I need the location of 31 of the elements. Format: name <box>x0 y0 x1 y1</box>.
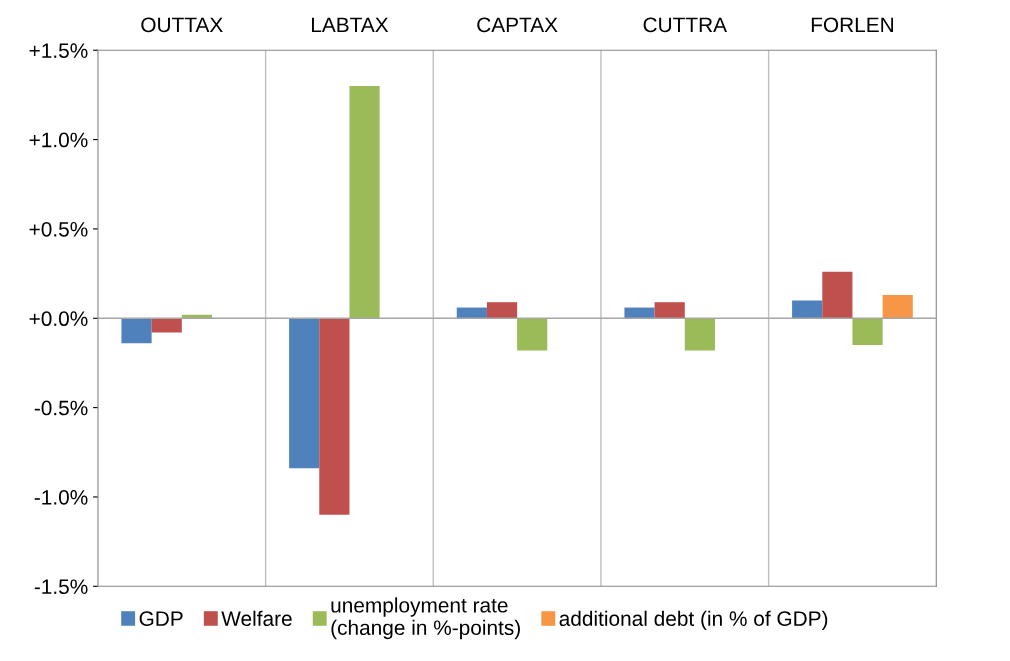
bar <box>151 318 182 333</box>
y-tick-label: +0.5% <box>29 221 88 237</box>
x-tick-label: CAPTAX <box>477 17 558 33</box>
x-tick-label: LABTAX <box>311 17 389 33</box>
bar <box>882 295 913 319</box>
bar <box>624 307 655 319</box>
bar <box>349 85 380 319</box>
x-tick-label: FORLEN <box>811 17 893 33</box>
x-tick-label: OUTTAX <box>141 17 223 33</box>
bar <box>517 318 548 351</box>
bar <box>654 302 685 319</box>
y-tick-label: +0.0% <box>29 311 88 327</box>
bar <box>792 300 823 319</box>
bar <box>822 271 853 319</box>
bar <box>486 302 518 319</box>
y-tick-label: -1.0% <box>34 489 88 505</box>
legend-label: additional debt (in % of GDP) <box>559 610 828 631</box>
legend-label: Welfare <box>221 610 292 626</box>
y-tick-label: +1.5% <box>29 43 88 58</box>
bar <box>684 318 715 351</box>
bar <box>319 318 350 515</box>
bar <box>289 318 320 469</box>
x-tick-label: CUTTRA <box>643 17 727 33</box>
y-tick-label: -0.5% <box>34 400 88 416</box>
legend-label: GDP <box>139 611 183 626</box>
bar <box>121 318 152 344</box>
y-tick-label: +1.0% <box>29 132 88 148</box>
bar <box>456 307 487 319</box>
bar <box>852 318 883 346</box>
legend-label: unemployment rate (change in %-points) <box>331 597 520 640</box>
y-tick-label: -1.5% <box>34 579 88 595</box>
